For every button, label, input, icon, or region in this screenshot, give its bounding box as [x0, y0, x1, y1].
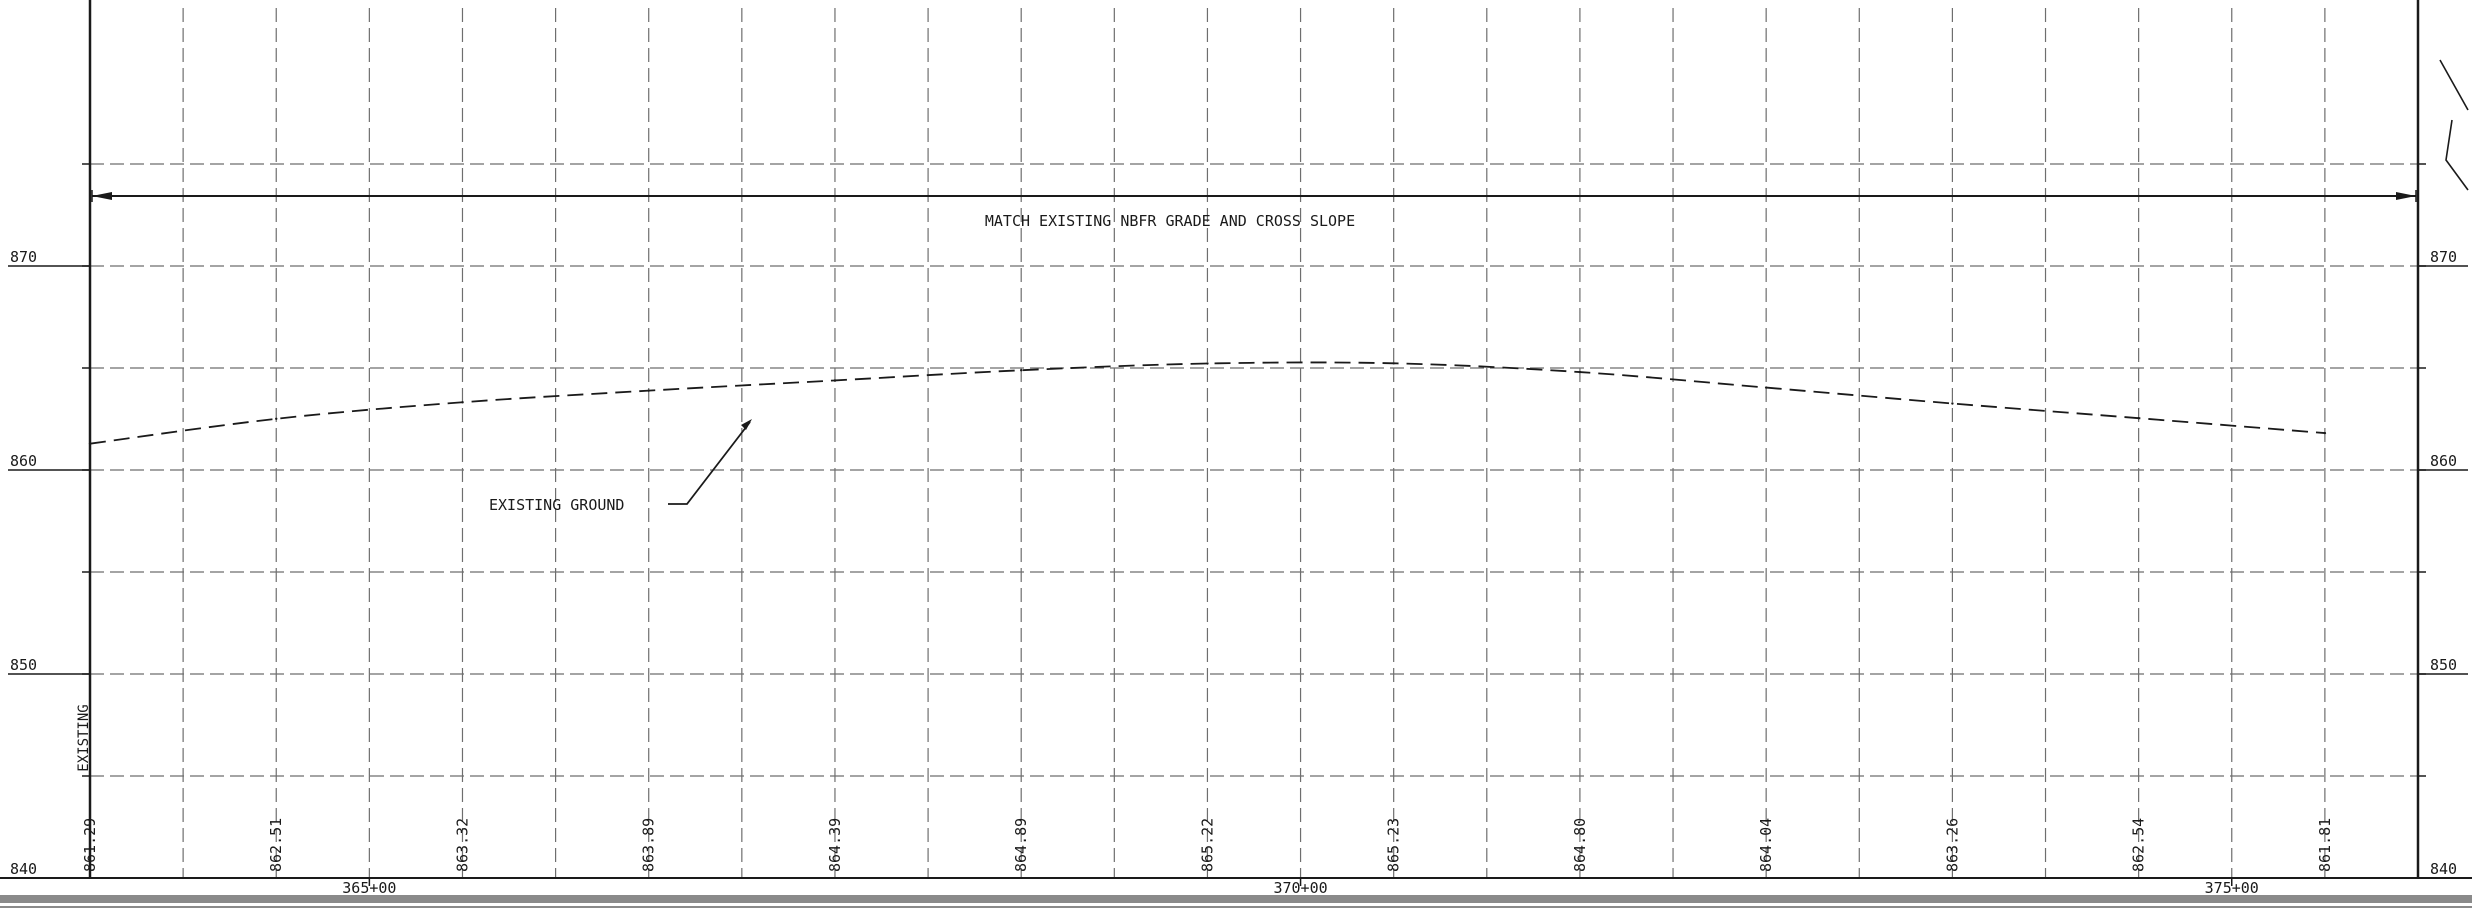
station-label: 370+00	[1273, 879, 1327, 897]
profile-point	[1392, 362, 1395, 365]
profile-point	[2137, 416, 2140, 420]
profile-point	[275, 417, 278, 420]
profile-elevation-label: 864.80	[1571, 818, 1589, 872]
elevation-label-left: 840	[10, 860, 37, 878]
profile-elevation-label: 861.81	[2316, 818, 2334, 872]
profile-elevation-label: 865.23	[1385, 818, 1403, 872]
profile-elevation-label: 863.89	[640, 818, 658, 872]
elevation-label-left: 870	[10, 248, 37, 266]
profile-elevation-label: 864.39	[826, 818, 844, 872]
arrowhead-left	[92, 192, 112, 200]
profile-elevation-label: 864.89	[1012, 818, 1030, 872]
profile-point	[88, 442, 92, 445]
arrowhead-right	[2396, 192, 2416, 200]
existing-side-label: EXISTING	[76, 704, 92, 771]
elevation-label-right: 870	[2430, 248, 2457, 266]
profile-point	[1951, 402, 1954, 405]
profile-point	[1764, 386, 1768, 389]
existing-ground-profile	[88, 361, 2327, 505]
elevation-label-left: 850	[10, 656, 37, 674]
profile-elevation-label: 863.26	[1943, 818, 1961, 872]
profile-elevation-label: 862.54	[2130, 818, 2148, 872]
callout-leader	[668, 421, 751, 505]
callout-arrowhead	[741, 419, 752, 430]
labels: MATCH EXISTING NBFR GRADE AND CROSS SLOP…	[10, 212, 2457, 897]
profile-point	[1578, 370, 1582, 374]
profile-elevation-label: 862.51	[267, 818, 285, 872]
elevation-label-right: 850	[2430, 656, 2457, 674]
sheet-edge-band	[0, 895, 2472, 903]
station-label: 365+00	[342, 879, 396, 897]
handwritten-mark	[2439, 59, 2469, 191]
profile-elevation-label: 865.22	[1198, 818, 1216, 872]
elevation-label-right: 860	[2430, 452, 2457, 470]
profile-point	[461, 401, 464, 404]
profile-elevation-label: 861.29	[81, 818, 99, 872]
elevation-label-left: 860	[10, 452, 37, 470]
profile-point	[833, 379, 837, 382]
profile-point	[1020, 369, 1023, 372]
grid	[90, 8, 2418, 878]
existing-ground-callout: EXISTING GROUND	[489, 496, 624, 514]
profile-point	[647, 389, 650, 392]
match-existing-note: MATCH EXISTING NBFR GRADE AND CROSS SLOP…	[985, 212, 1355, 230]
station-label: 375+00	[2205, 879, 2259, 897]
profile-point	[1206, 362, 1209, 365]
profile-point	[2323, 431, 2327, 435]
elevation-label-right: 840	[2430, 860, 2457, 878]
profile-elevation-label: 863.32	[453, 818, 471, 872]
profile-elevation-label: 864.04	[1757, 818, 1775, 872]
